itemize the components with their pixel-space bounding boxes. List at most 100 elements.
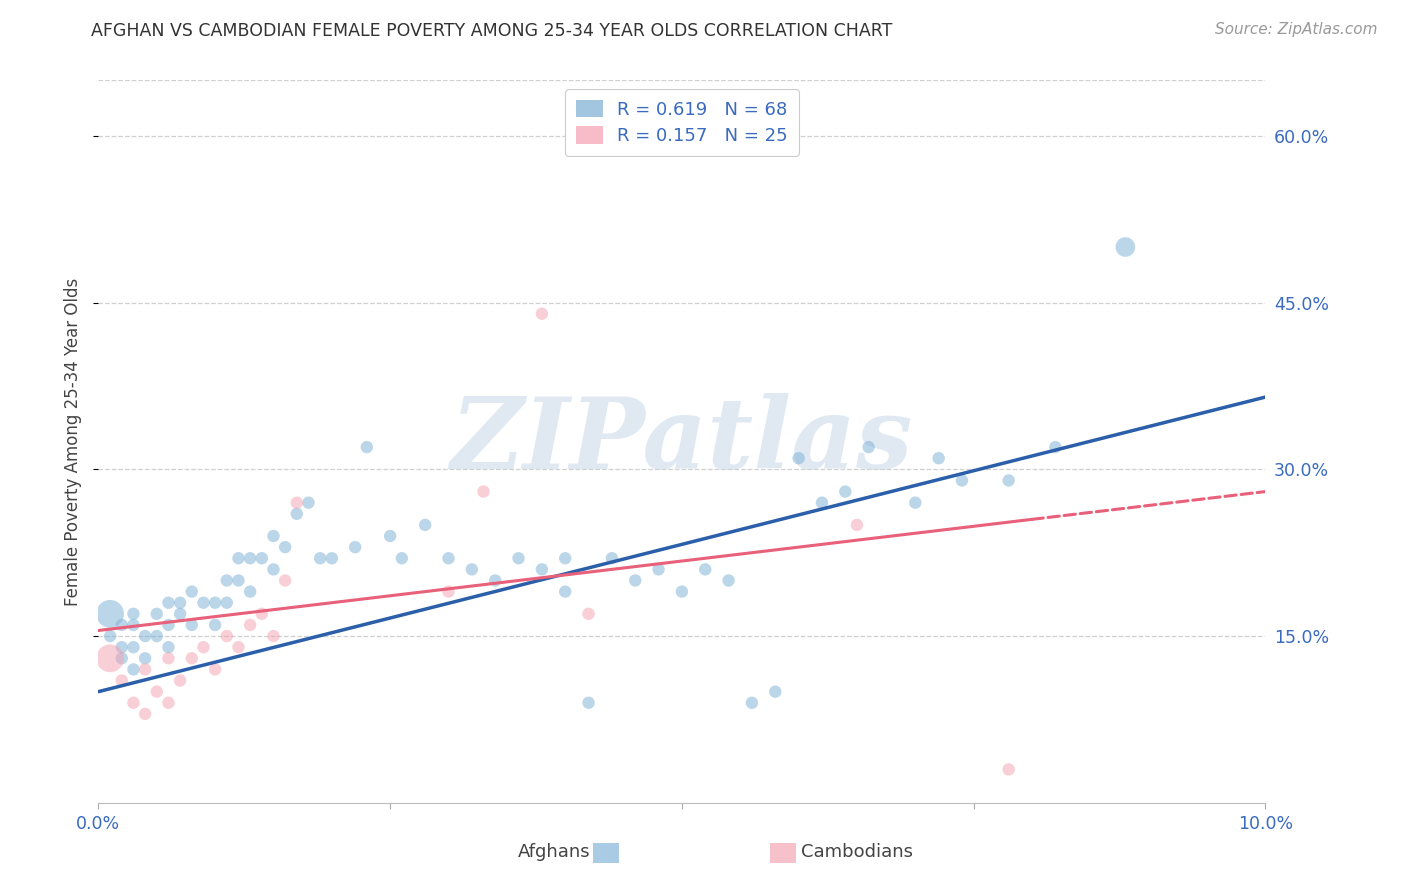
Point	[111, 640, 134, 655]
Point	[262, 562, 284, 576]
Point	[904, 496, 927, 510]
Point	[193, 596, 215, 610]
Legend: R = 0.619   N = 68, R = 0.157   N = 25: R = 0.619 N = 68, R = 0.157 N = 25	[565, 89, 799, 156]
Point	[204, 596, 226, 610]
Point	[554, 584, 576, 599]
Point	[134, 706, 156, 721]
Point	[262, 529, 284, 543]
Point	[508, 551, 530, 566]
Point	[997, 474, 1019, 488]
Point	[578, 607, 600, 621]
Point	[122, 696, 145, 710]
Text: Afghans: Afghans	[517, 843, 591, 861]
Point	[671, 584, 693, 599]
Point	[122, 640, 145, 655]
Point	[834, 484, 856, 499]
Text: AFGHAN VS CAMBODIAN FEMALE POVERTY AMONG 25-34 YEAR OLDS CORRELATION CHART: AFGHAN VS CAMBODIAN FEMALE POVERTY AMONG…	[91, 22, 893, 40]
Point	[204, 662, 226, 676]
Point	[274, 574, 297, 588]
Point	[250, 551, 273, 566]
Point	[484, 574, 506, 588]
Point	[413, 517, 436, 532]
Point	[193, 640, 215, 655]
Point	[98, 607, 121, 621]
Point	[950, 474, 973, 488]
Point	[530, 307, 553, 321]
Point	[111, 618, 134, 632]
Point	[239, 551, 262, 566]
Point	[997, 763, 1019, 777]
Point	[356, 440, 378, 454]
Point	[134, 651, 156, 665]
Point	[228, 640, 250, 655]
Point	[437, 584, 460, 599]
Point	[215, 596, 238, 610]
Point	[274, 540, 297, 554]
Point	[1045, 440, 1067, 454]
Point	[239, 618, 262, 632]
Point	[321, 551, 343, 566]
Point	[624, 574, 647, 588]
Point	[928, 451, 950, 466]
Point	[157, 618, 180, 632]
Point	[134, 662, 156, 676]
Point	[846, 517, 869, 532]
Point	[180, 584, 202, 599]
Point	[717, 574, 740, 588]
Point	[858, 440, 880, 454]
Point	[297, 496, 319, 510]
Point	[344, 540, 367, 554]
Point	[309, 551, 332, 566]
Point	[146, 607, 169, 621]
Point	[157, 651, 180, 665]
Point	[169, 673, 191, 688]
Point	[169, 596, 191, 610]
Text: Source: ZipAtlas.com: Source: ZipAtlas.com	[1215, 22, 1378, 37]
Point	[437, 551, 460, 566]
Point	[391, 551, 413, 566]
Point	[169, 607, 191, 621]
Point	[228, 574, 250, 588]
Point	[578, 696, 600, 710]
Point	[111, 651, 134, 665]
Point	[787, 451, 810, 466]
Point	[157, 596, 180, 610]
Point	[122, 607, 145, 621]
Point	[262, 629, 284, 643]
Point	[285, 507, 308, 521]
Point	[215, 629, 238, 643]
Point	[204, 618, 226, 632]
Point	[111, 673, 134, 688]
Point	[98, 651, 121, 665]
Point	[239, 584, 262, 599]
Point	[98, 629, 121, 643]
Point	[228, 551, 250, 566]
Point	[472, 484, 495, 499]
Point	[146, 684, 169, 698]
Point	[1114, 240, 1136, 254]
Point	[215, 574, 238, 588]
Point	[157, 696, 180, 710]
Point	[285, 496, 308, 510]
Point	[741, 696, 763, 710]
Point	[250, 607, 273, 621]
Point	[134, 629, 156, 643]
Point	[647, 562, 669, 576]
Point	[180, 618, 202, 632]
Point	[600, 551, 623, 566]
Point	[695, 562, 717, 576]
Point	[157, 640, 180, 655]
Point	[554, 551, 576, 566]
Text: ZIPatlas: ZIPatlas	[451, 393, 912, 490]
Point	[146, 629, 169, 643]
Point	[380, 529, 402, 543]
Point	[461, 562, 484, 576]
Point	[180, 651, 202, 665]
Point	[763, 684, 786, 698]
Point	[122, 662, 145, 676]
Point	[811, 496, 834, 510]
Y-axis label: Female Poverty Among 25-34 Year Olds: Female Poverty Among 25-34 Year Olds	[65, 277, 83, 606]
Point	[530, 562, 553, 576]
Point	[122, 618, 145, 632]
Text: Cambodians: Cambodians	[801, 843, 914, 861]
